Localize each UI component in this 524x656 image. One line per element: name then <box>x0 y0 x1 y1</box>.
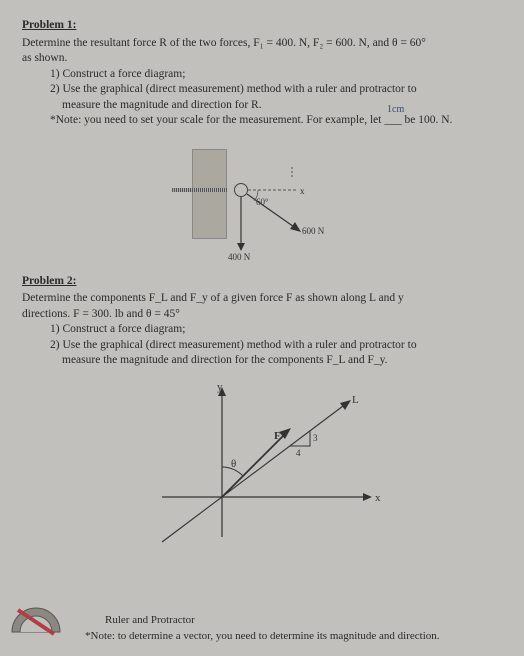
problem1-line2: as shown. <box>22 51 502 67</box>
protractor-icon <box>8 602 64 638</box>
slope-rise: 3 <box>313 432 318 444</box>
problem2-item2: 2) Use the graphical (direct measurement… <box>22 338 502 354</box>
ruler-protractor-label: Ruler and Protractor <box>105 613 195 628</box>
L-label: L <box>352 393 359 408</box>
problem1-line1: Determine the resultant force R of the t… <box>22 36 502 52</box>
F-label: F <box>274 429 281 444</box>
diagram1: x 60° 600 N 400 N <box>162 139 362 259</box>
angle-label: 60° <box>256 196 269 208</box>
problem1-item2: 2) Use the graphical (direct measurement… <box>22 82 502 98</box>
problem2-line1: Determine the components F_L and F_y of … <box>22 291 502 307</box>
f1-label: 400 N <box>228 251 250 263</box>
problem1-title: Problem 1: <box>22 18 502 34</box>
handwritten-scale: 1cm <box>387 103 404 117</box>
x-axis-label2: x <box>375 491 381 506</box>
problem1-item1: 1) Construct a force diagram; <box>22 67 502 83</box>
footer-note: *Note: to determine a vector, you need t… <box>85 629 440 644</box>
y-axis-label: y <box>217 380 223 395</box>
theta-label: θ <box>231 457 236 472</box>
diagram2: y x L F θ 3 4 <box>132 377 392 547</box>
slope-run: 4 <box>296 447 301 459</box>
problem2-item2b: measure the magnitude and direction for … <box>22 353 502 369</box>
x-axis-label: x <box>300 185 305 197</box>
problem1-note: *Note: you need to set your scale for th… <box>22 113 502 129</box>
problem1-item2b: measure the magnitude and direction for … <box>22 98 502 114</box>
problem2-line2: directions. F = 300. lb and θ = 45° <box>22 307 502 323</box>
problem2-title: Problem 2: <box>22 274 502 290</box>
f2-label: 600 N <box>302 225 324 237</box>
problem2-item1: 1) Construct a force diagram; <box>22 322 502 338</box>
